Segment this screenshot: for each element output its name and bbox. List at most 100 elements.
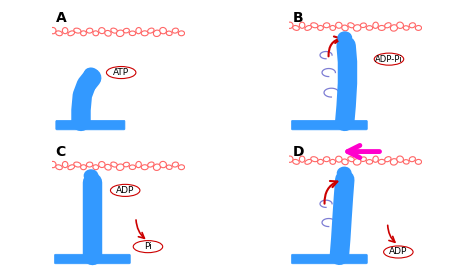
Ellipse shape (129, 165, 136, 170)
Ellipse shape (323, 23, 330, 28)
Text: ADP-Pi: ADP-Pi (375, 55, 403, 64)
Text: B: B (292, 11, 303, 25)
Ellipse shape (360, 23, 366, 28)
Ellipse shape (415, 159, 421, 164)
Text: ADP: ADP (389, 247, 408, 256)
Ellipse shape (384, 23, 391, 28)
FancyBboxPatch shape (55, 254, 130, 264)
Ellipse shape (354, 25, 361, 31)
Ellipse shape (136, 28, 141, 34)
Ellipse shape (300, 156, 305, 162)
Ellipse shape (403, 160, 409, 164)
FancyBboxPatch shape (292, 120, 367, 130)
Ellipse shape (373, 156, 378, 162)
Ellipse shape (337, 167, 351, 179)
Ellipse shape (160, 161, 166, 168)
Ellipse shape (154, 164, 161, 170)
Ellipse shape (50, 161, 56, 168)
Ellipse shape (74, 162, 81, 167)
Ellipse shape (342, 25, 348, 31)
Ellipse shape (338, 32, 352, 44)
Ellipse shape (409, 23, 415, 28)
Ellipse shape (147, 162, 154, 167)
Ellipse shape (136, 162, 141, 168)
Ellipse shape (111, 28, 118, 33)
Ellipse shape (374, 53, 404, 65)
Ellipse shape (384, 157, 391, 162)
Ellipse shape (50, 27, 56, 34)
FancyBboxPatch shape (56, 120, 125, 130)
Ellipse shape (348, 23, 355, 28)
Ellipse shape (81, 165, 86, 170)
Ellipse shape (360, 157, 366, 162)
Ellipse shape (68, 31, 74, 36)
Ellipse shape (311, 157, 318, 162)
Ellipse shape (287, 22, 293, 28)
Ellipse shape (55, 31, 62, 36)
Ellipse shape (366, 160, 373, 164)
Ellipse shape (300, 22, 305, 28)
Text: A: A (55, 11, 66, 25)
Ellipse shape (117, 30, 124, 37)
Ellipse shape (342, 159, 348, 165)
Text: D: D (292, 145, 304, 159)
Ellipse shape (336, 156, 342, 162)
Ellipse shape (330, 159, 336, 164)
Ellipse shape (84, 170, 98, 181)
Ellipse shape (123, 28, 129, 33)
Ellipse shape (86, 162, 93, 167)
Ellipse shape (86, 28, 93, 33)
Ellipse shape (409, 157, 415, 162)
Ellipse shape (63, 28, 68, 34)
Ellipse shape (311, 23, 318, 28)
Ellipse shape (391, 25, 398, 31)
Ellipse shape (147, 28, 154, 33)
Ellipse shape (63, 162, 68, 168)
Text: Pi: Pi (144, 242, 152, 251)
Ellipse shape (383, 246, 413, 258)
Ellipse shape (105, 164, 111, 170)
Ellipse shape (330, 25, 336, 30)
Ellipse shape (99, 28, 105, 34)
Ellipse shape (305, 159, 311, 164)
Ellipse shape (323, 157, 330, 162)
Ellipse shape (403, 26, 409, 30)
Ellipse shape (123, 162, 129, 167)
Ellipse shape (305, 25, 311, 30)
Ellipse shape (166, 31, 172, 35)
Ellipse shape (154, 30, 161, 37)
Ellipse shape (178, 165, 184, 170)
Ellipse shape (160, 27, 166, 34)
Ellipse shape (348, 157, 355, 162)
Ellipse shape (99, 162, 105, 168)
Ellipse shape (292, 25, 299, 30)
Ellipse shape (354, 159, 361, 165)
Ellipse shape (141, 165, 148, 170)
Ellipse shape (178, 31, 184, 36)
Text: C: C (55, 145, 66, 159)
Ellipse shape (81, 31, 86, 36)
Ellipse shape (287, 156, 293, 162)
Ellipse shape (373, 22, 378, 28)
Ellipse shape (366, 26, 373, 30)
FancyBboxPatch shape (292, 254, 367, 264)
Ellipse shape (378, 159, 385, 164)
Ellipse shape (117, 164, 124, 170)
Ellipse shape (93, 165, 99, 170)
Ellipse shape (318, 159, 323, 164)
Ellipse shape (105, 30, 111, 36)
Ellipse shape (415, 25, 421, 30)
Ellipse shape (336, 22, 342, 28)
Ellipse shape (110, 184, 140, 196)
Ellipse shape (378, 25, 385, 30)
Ellipse shape (292, 159, 299, 164)
Ellipse shape (172, 28, 178, 33)
Ellipse shape (391, 159, 398, 165)
Text: ATP: ATP (113, 68, 129, 77)
Ellipse shape (397, 22, 403, 28)
Ellipse shape (172, 162, 178, 167)
Ellipse shape (129, 31, 136, 36)
Ellipse shape (74, 28, 81, 33)
Ellipse shape (318, 25, 323, 30)
Ellipse shape (166, 165, 172, 169)
